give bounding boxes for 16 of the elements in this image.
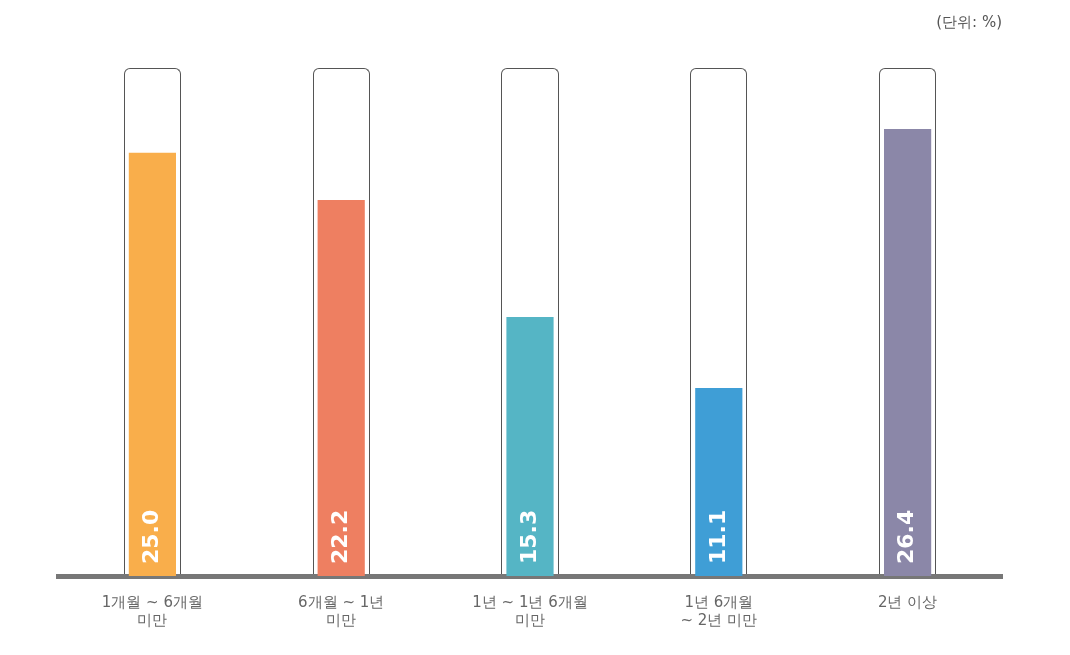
x-tick-label: 1년 6개월 ~ 2년 미만 (680, 592, 758, 629)
bar (317, 200, 365, 576)
data-label: 25.0 (138, 509, 164, 564)
bar (884, 128, 932, 576)
data-label: 11.1 (704, 509, 730, 564)
data-label: 26.4 (893, 509, 919, 564)
data-label: 22.2 (326, 509, 352, 564)
bar (695, 388, 743, 576)
bar (128, 152, 176, 576)
x-tick-label: 6개월 ~ 1년 미만 (298, 592, 385, 629)
x-tick-label: 1개월 ~ 6개월 미만 (101, 592, 203, 629)
bar (506, 316, 554, 576)
data-label: 15.3 (515, 509, 541, 564)
x-tick-label: 1년 ~ 1년 6개월 미만 (472, 592, 588, 629)
x-tick-label: 2년 이상 (877, 592, 938, 611)
text: (단위: %) (936, 13, 1002, 32)
